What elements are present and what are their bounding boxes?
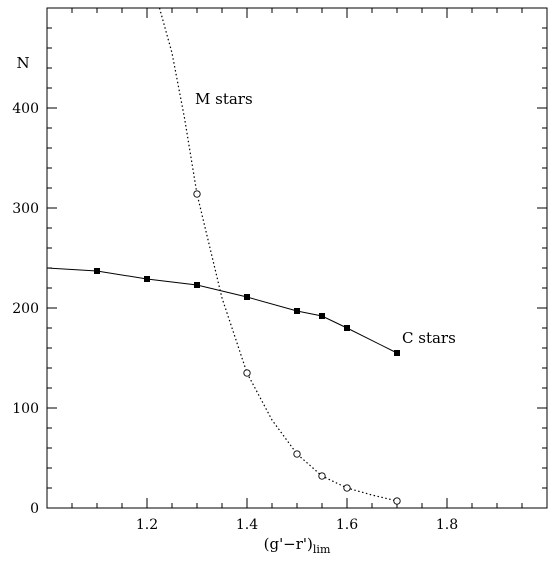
y-tick-label: 300 (12, 201, 39, 217)
x-axis-label-subscript: lim (313, 543, 331, 556)
chart-series: C stars M stars (47, 8, 456, 505)
x-tick-label: 1.2 (136, 517, 158, 533)
axis-labels: N (g'−r')lim (16, 54, 331, 556)
x-axis-label: (g'−r')lim (264, 535, 331, 556)
data-point (194, 282, 200, 288)
data-point (343, 484, 351, 492)
series-label-c-stars: C stars (402, 329, 456, 347)
data-point (144, 276, 150, 282)
series-line-c-stars (47, 267, 398, 354)
x-axis-label-main: (g'−r') (264, 535, 313, 553)
y-tick-label: 200 (12, 301, 39, 317)
data-point (94, 268, 100, 274)
y-tick-label: 100 (12, 401, 39, 417)
x-tick-label: 1.6 (336, 517, 358, 533)
series-line-m-stars (158, 8, 398, 502)
data-point (394, 350, 400, 356)
data-point (318, 472, 326, 480)
data-point (344, 325, 350, 331)
data-point (319, 313, 325, 319)
data-point (244, 294, 250, 300)
data-point (294, 308, 300, 314)
axis-ticks: 1.2 1.4 1.6 1.8 0 100 200 300 400 (12, 7, 548, 533)
y-tick-label: 400 (12, 101, 39, 117)
data-point (393, 497, 401, 505)
data-point (243, 369, 251, 377)
series-label-m-stars: M stars (195, 90, 253, 108)
data-point (293, 450, 301, 458)
x-tick-label: 1.4 (236, 517, 258, 533)
series-c-stars: C stars (47, 267, 456, 356)
y-tick-label: 0 (30, 501, 39, 517)
plot-frame (46, 7, 548, 509)
series-m-stars: M stars (158, 8, 401, 505)
x-tick-label: 1.8 (436, 517, 458, 533)
y-axis-label: N (16, 54, 29, 72)
data-point (193, 190, 201, 198)
